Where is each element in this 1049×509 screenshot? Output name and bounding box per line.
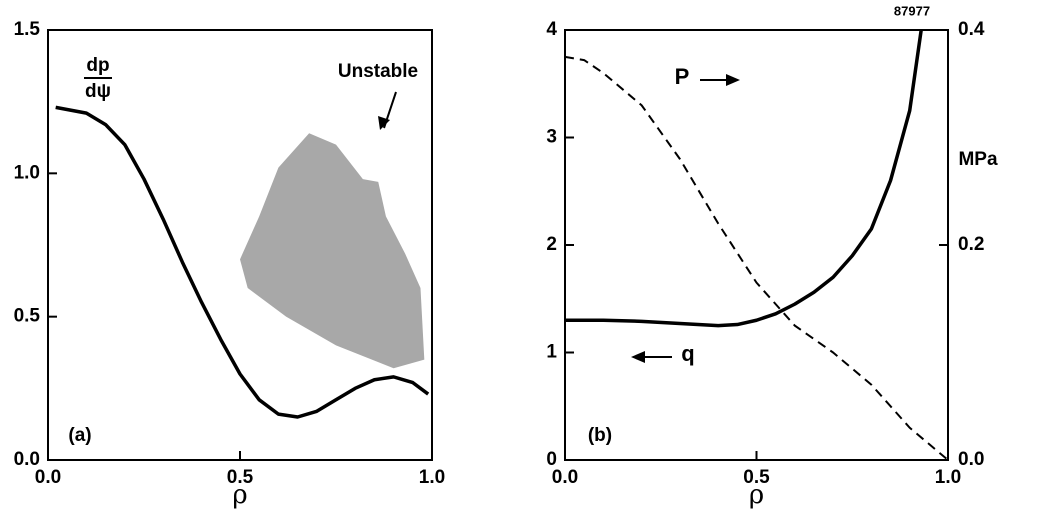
line [565,29,923,328]
x-tick-label: 1.0 [419,467,445,488]
arrow-head [726,74,740,86]
x-tick-label: 0.5 [743,467,770,488]
y2-tick-label: 0.4 [958,19,985,40]
x-tick-label: 1.0 [935,467,961,488]
line [564,55,949,461]
y-tick-label: 0.5 [14,306,41,327]
y-tick-label: 4 [546,19,557,40]
annotation: dp [86,55,109,76]
annotation: Unstable [338,61,418,82]
annotation: MPa [958,149,998,170]
y-tick-label: 0 [546,449,557,470]
x-tick-label: 0.5 [227,467,254,488]
y-tick-label: 2 [546,234,557,255]
arrow-head [631,351,645,363]
unstable-region [240,133,425,369]
x-axis-label: ρ [749,480,764,509]
y-tick-label: 1.0 [14,162,40,183]
line [55,105,430,419]
y-tick-label: 3 [546,127,557,148]
y-tick-label: 0.0 [14,449,40,470]
y-tick-label: 1.5 [14,19,41,40]
series-label: q [681,341,694,366]
frame-b [564,29,949,461]
y2-tick-label: 0.2 [958,234,984,255]
x-tick-label: 0.0 [35,467,61,488]
annotation: dψ [85,81,111,102]
annotation: 87977 [894,3,930,18]
arrow-head [378,116,390,130]
y-tick-label: 1 [546,342,557,363]
annotation: (b) [588,425,612,446]
x-axis-label: ρ [232,480,247,509]
y2-tick-label: 0.0 [958,449,984,470]
x-tick-label: 0.0 [552,467,578,488]
series-label: P [675,64,690,89]
annotation: (a) [68,425,91,446]
